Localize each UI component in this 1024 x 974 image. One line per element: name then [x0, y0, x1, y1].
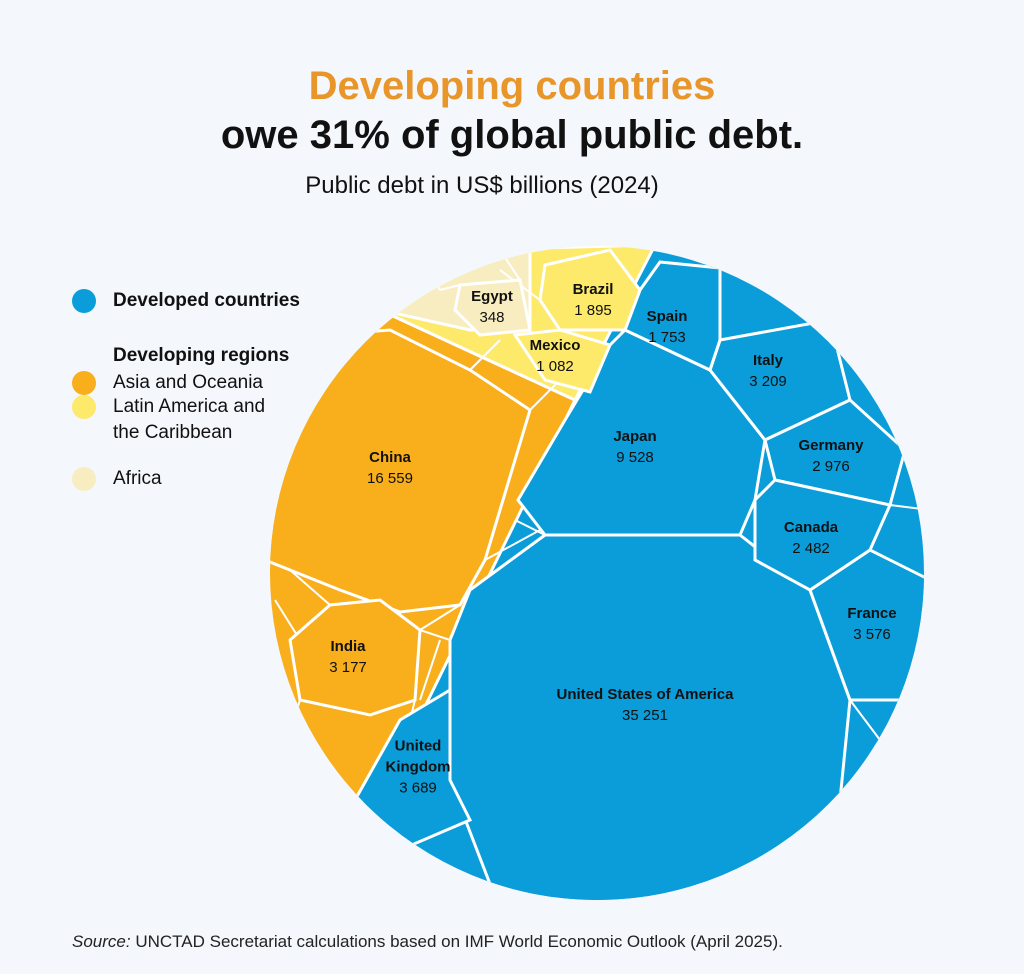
legend-heading: Developing regions: [113, 345, 290, 366]
value-label: 2 482: [792, 540, 830, 557]
country-name: China: [369, 449, 411, 466]
cell: [763, 398, 907, 507]
country-name: Brazil: [572, 281, 614, 298]
country-name: Egypt: [471, 288, 513, 305]
country-name: Italy: [752, 352, 784, 369]
cell: [512, 328, 613, 394]
source-label: Source:: [72, 932, 131, 951]
value-label: 16 559: [367, 470, 413, 487]
value-label: 2 976: [812, 458, 850, 475]
value-label: 1 082: [536, 358, 574, 375]
country-name: India: [330, 638, 366, 655]
country-name: Germany: [798, 437, 864, 454]
cell: [453, 278, 532, 337]
cell-border: [529, 379, 561, 411]
cell-label: United States of America 35 251: [557, 684, 734, 726]
legend-label: Developed countries: [113, 290, 300, 311]
value-label: 3 576: [853, 626, 891, 643]
treemap: [270, 246, 924, 900]
legend-swatch: [72, 289, 96, 313]
cell-border: [279, 699, 301, 761]
value-label: 1 753: [648, 329, 686, 346]
legend-swatch: [72, 371, 96, 395]
cell-label: Canada 2 482: [784, 517, 838, 559]
cell-label: United Kingdom 3 689: [371, 736, 466, 799]
legend-label: Asia and Oceania: [113, 372, 263, 393]
cell-label: France 3 576: [847, 603, 896, 645]
cell-label: Spain 1 753: [647, 306, 688, 348]
cell: [288, 598, 422, 717]
cell-label: Egypt 348: [471, 286, 513, 328]
value-label: 9 528: [616, 449, 654, 466]
value-label: 35 251: [622, 707, 668, 724]
cell-border: [484, 529, 541, 561]
cell-label: Germany 2 976: [798, 435, 863, 477]
cell-label: Brazil 1 895: [573, 279, 614, 321]
cell-border: [439, 284, 461, 291]
value-label: 3 177: [329, 659, 367, 676]
cell: [270, 328, 532, 614]
country-name: Canada: [783, 519, 839, 536]
cell-border: [829, 319, 871, 341]
value-label: 1 895: [574, 302, 612, 319]
cell-border: [419, 639, 441, 701]
legend-label: Latin America and the Caribbean: [113, 396, 266, 443]
legend-swatch: [72, 467, 96, 491]
cell: [538, 248, 642, 332]
country-name: Mexico: [529, 337, 581, 354]
title-line: owe 31% of global public debt.: [220, 113, 804, 157]
source-text: UNCTAD Secretariat calculations based on…: [135, 932, 783, 951]
cell-border: [419, 604, 461, 631]
value-label: 348: [479, 309, 505, 326]
legend-label: Africa: [113, 468, 162, 489]
subtitle: Public debt in US$ billions (2024): [305, 172, 659, 199]
source: Source: UNCTAD Secretariat calculations …: [72, 932, 783, 952]
cell-border: [419, 629, 451, 641]
country-name: Spain: [646, 308, 688, 325]
cell-label: Italy 3 209: [749, 350, 787, 392]
cell-border: [419, 249, 441, 291]
legend-swatch: [72, 395, 96, 419]
country-name: Japan: [613, 428, 657, 445]
cell-label: India 3 177: [329, 636, 367, 678]
cell-border: [399, 849, 431, 900]
country-name: France: [847, 605, 897, 622]
cell-border: [469, 339, 501, 371]
country-name: United Kingdom: [385, 737, 451, 776]
cell-border: [289, 569, 331, 606]
cell-border: [514, 519, 546, 536]
cell-border: [849, 699, 881, 741]
value-label: 3 689: [399, 779, 437, 797]
cell-label: Japan 9 528: [613, 426, 656, 468]
cell-border: [759, 859, 801, 900]
cell-border: [904, 449, 924, 471]
title-line: Developing countries: [308, 64, 716, 108]
cell: [753, 478, 893, 592]
cell-label: China 16 559: [367, 447, 413, 489]
value-label: 3 209: [749, 373, 787, 390]
cell-label: Mexico 1 082: [530, 335, 581, 377]
country-name: United States of America: [556, 686, 734, 703]
